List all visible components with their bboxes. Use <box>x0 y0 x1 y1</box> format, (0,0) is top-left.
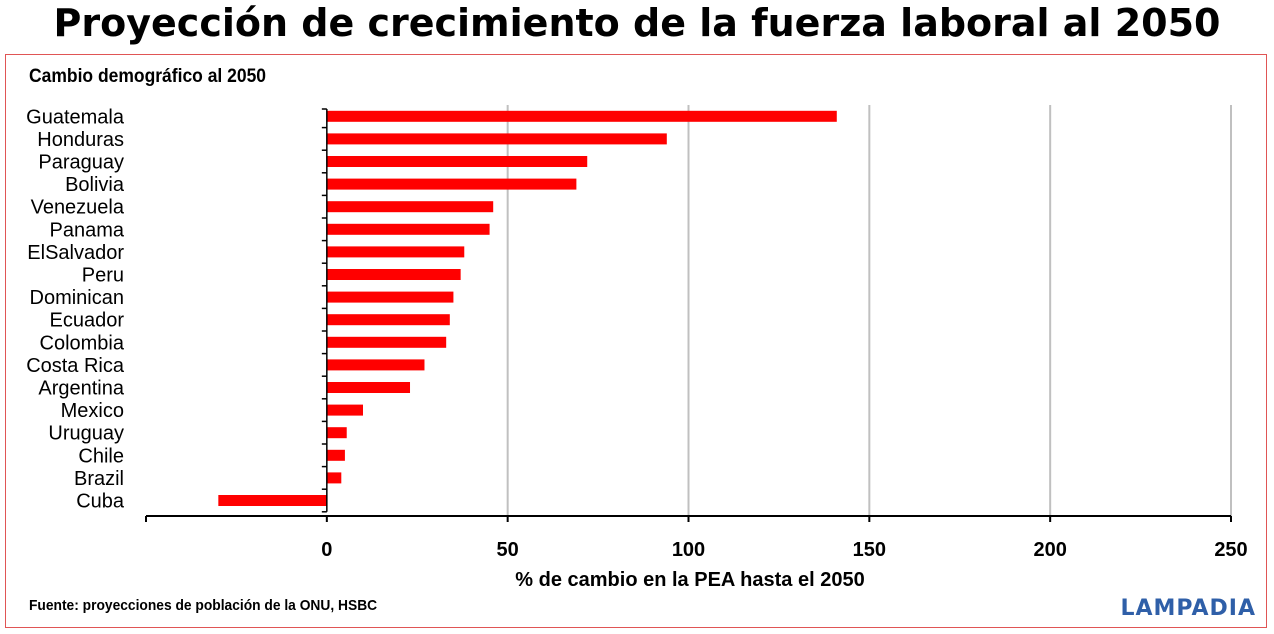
bar-uruguay <box>326 427 347 439</box>
bar-argentina <box>326 382 411 393</box>
source-note: Fuente: proyecciones de población de la … <box>29 597 378 614</box>
category-label: Bolivia <box>65 174 125 196</box>
category-label: Costa Rica <box>26 355 125 377</box>
category-label: Colombia <box>40 332 125 354</box>
bar-paraguay <box>326 156 588 167</box>
category-label: Honduras <box>37 129 124 151</box>
category-label: Chile <box>78 445 124 467</box>
category-label: Mexico <box>61 400 124 422</box>
page-title: Proyección de crecimiento de la fuerza l… <box>53 1 1221 45</box>
category-label: Ecuador <box>50 310 125 332</box>
category-label: Panama <box>50 219 125 241</box>
bar-honduras <box>326 133 667 145</box>
chart-frame <box>5 54 1267 628</box>
bar-venezuela <box>326 201 494 213</box>
x-tick-label: 200 <box>1033 539 1066 561</box>
bar-elsalvador <box>326 246 465 258</box>
category-label: Dominican <box>30 287 124 309</box>
bar-bolivia <box>326 178 577 190</box>
chart-title: Cambio demográfico al 2050 <box>29 66 267 87</box>
bar-panama <box>326 223 490 235</box>
category-label: Argentina <box>38 378 124 400</box>
bar-colombia <box>326 336 447 348</box>
bar-costa-rica <box>326 359 425 371</box>
bar-chile <box>326 449 345 461</box>
lampadia-logo: LAMPADIA <box>1120 596 1256 621</box>
category-label: Uruguay <box>48 423 124 445</box>
x-tick-label: 250 <box>1214 539 1247 561</box>
bar-brazil <box>326 472 342 484</box>
category-label: Cuba <box>76 491 125 513</box>
category-label: Peru <box>82 265 124 287</box>
x-tick-label: 0 <box>321 539 332 561</box>
category-label: Paraguay <box>38 152 124 174</box>
category-label: ElSalvador <box>27 242 124 264</box>
category-label: Venezuela <box>31 197 125 219</box>
category-label: Guatemala <box>26 106 125 128</box>
x-tick-label: 150 <box>853 539 886 561</box>
bar-guatemala <box>326 110 837 122</box>
x-tick-label: 50 <box>497 539 519 561</box>
bar-cuba <box>218 495 327 506</box>
bar-ecuador <box>326 314 450 326</box>
x-axis-label: % de cambio en la PEA hasta el 2050 <box>515 569 864 591</box>
category-label: Brazil <box>74 468 124 490</box>
x-tick-label: 100 <box>672 539 705 561</box>
bar-mexico <box>326 404 363 416</box>
bar-dominican <box>326 291 454 303</box>
bar-peru <box>326 269 461 280</box>
